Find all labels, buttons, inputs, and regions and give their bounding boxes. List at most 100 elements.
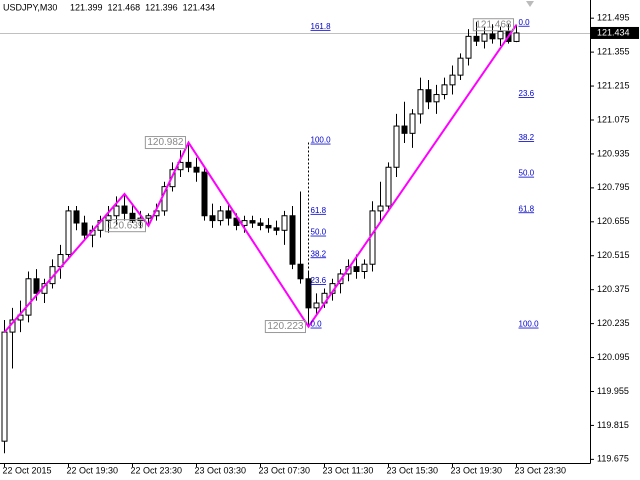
x-tick-label: 22 Oct 19:30	[67, 465, 119, 475]
price-tag-label: 121.434	[597, 27, 630, 37]
zigzag-label: 120.639	[107, 220, 144, 231]
y-tick-label: 121.215	[597, 80, 630, 90]
x-tick-label: 23 Oct 11:30	[323, 465, 374, 475]
candle-body	[121, 205, 128, 214]
fibo-label: 161.8	[311, 22, 332, 31]
candle-body	[1, 331, 8, 442]
candle-body	[465, 35, 472, 59]
x-tick-label: 22 Oct 2015	[3, 465, 52, 475]
header-value: 121.434	[183, 2, 216, 12]
fibo-label: 50.0	[519, 169, 535, 178]
candle-body	[361, 263, 368, 272]
header-value: 121.468	[108, 2, 141, 12]
y-tick-label: 120.935	[597, 148, 630, 158]
candle-body	[209, 215, 216, 222]
zigzag-label: 120.982	[147, 137, 184, 148]
x-tick-label: 23 Oct 07:30	[259, 465, 311, 475]
header-value: 121.396	[145, 2, 178, 12]
candle-body	[73, 210, 80, 224]
shift-marker	[526, 1, 534, 7]
y-tick-label: 120.795	[597, 182, 630, 192]
candle-body	[313, 302, 320, 309]
header-value: 121.399	[70, 2, 103, 12]
fibo-label: 100.0	[519, 320, 540, 329]
candle-body	[433, 94, 440, 103]
candle-body	[257, 222, 264, 226]
candle-body	[513, 32, 520, 42]
y-tick-label: 120.375	[597, 284, 630, 294]
x-tick-label: 22 Oct 23:30	[131, 465, 183, 475]
symbol: USDJPY,M30	[3, 2, 57, 12]
candle-body	[489, 33, 496, 40]
y-tick-label: 121.075	[597, 114, 630, 124]
candle-body	[81, 222, 88, 236]
zigzag-label-box	[104, 219, 146, 233]
candle-body	[33, 278, 40, 294]
fibo-label: 0.0	[519, 18, 531, 27]
y-tick-label: 121.495	[597, 13, 630, 23]
candle-body	[25, 278, 32, 316]
candle-body	[281, 215, 288, 231]
candle-body	[385, 166, 392, 207]
candle-body	[225, 210, 232, 219]
fibo-label: 38.2	[311, 249, 327, 258]
candle-body	[65, 210, 72, 256]
y-tick-label: 121.355	[597, 46, 630, 56]
candle-body	[105, 215, 112, 222]
candle-body	[265, 224, 272, 229]
candle-body	[145, 215, 152, 219]
candle-body	[377, 205, 384, 212]
candle-body	[129, 212, 136, 222]
candle-body	[473, 35, 480, 42]
zigzag-label: 120.223	[267, 321, 304, 332]
candle-body	[409, 113, 416, 134]
fibo-label: 61.8	[311, 206, 327, 215]
y-tick-label: 119.955	[597, 386, 629, 396]
candle-body	[193, 166, 200, 173]
candle-body	[393, 125, 400, 168]
x-tick-label: 23 Oct 23:30	[515, 465, 567, 475]
fibo-label: 100.0	[311, 136, 332, 145]
candle-body	[169, 169, 176, 188]
x-tick-label: 23 Oct 03:30	[195, 465, 247, 475]
zigzag-label: 121.468	[475, 19, 512, 30]
zigzag-label-box	[472, 18, 514, 32]
x-tick-label: 23 Oct 15:30	[387, 465, 439, 475]
candle-body	[249, 220, 256, 224]
y-tick-label: 120.515	[597, 250, 630, 260]
candle-body	[401, 125, 408, 134]
candle-body	[113, 205, 120, 217]
candle-body	[497, 31, 504, 40]
price-tag	[591, 26, 639, 39]
y-tick-label: 120.095	[597, 352, 630, 362]
header: USDJPY,M30 121.399 121.468 121.396 121.434	[3, 2, 215, 12]
candle-body	[417, 89, 424, 115]
candle-body	[425, 89, 432, 103]
y-tick-label: 119.815	[597, 420, 629, 430]
fibo-label: 23.6	[519, 89, 535, 98]
fibo-label: 50.0	[311, 228, 327, 237]
zigzag-label-box	[144, 136, 186, 150]
x-tick-label: 23 Oct 19:30	[451, 465, 503, 475]
candle-body	[481, 33, 488, 42]
candle-body	[217, 210, 224, 222]
candle-body	[457, 57, 464, 76]
fibo-label: 0.0	[311, 320, 323, 329]
fibo-label: 38.2	[519, 133, 535, 142]
candle-body	[449, 74, 456, 86]
y-tick-label: 119.675	[597, 454, 629, 464]
candle-body	[297, 263, 304, 280]
candle-body	[353, 266, 360, 272]
candle-body	[201, 171, 208, 217]
fibo-label: 61.8	[519, 204, 535, 213]
y-tick-label: 120.235	[597, 318, 630, 328]
candle-body	[441, 84, 448, 96]
fibo-label: 23.6	[311, 276, 327, 285]
candle-body	[273, 227, 280, 231]
y-tick-label: 120.655	[597, 216, 630, 226]
zigzag-line	[3, 24, 518, 333]
zigzag-label-box	[264, 320, 306, 334]
